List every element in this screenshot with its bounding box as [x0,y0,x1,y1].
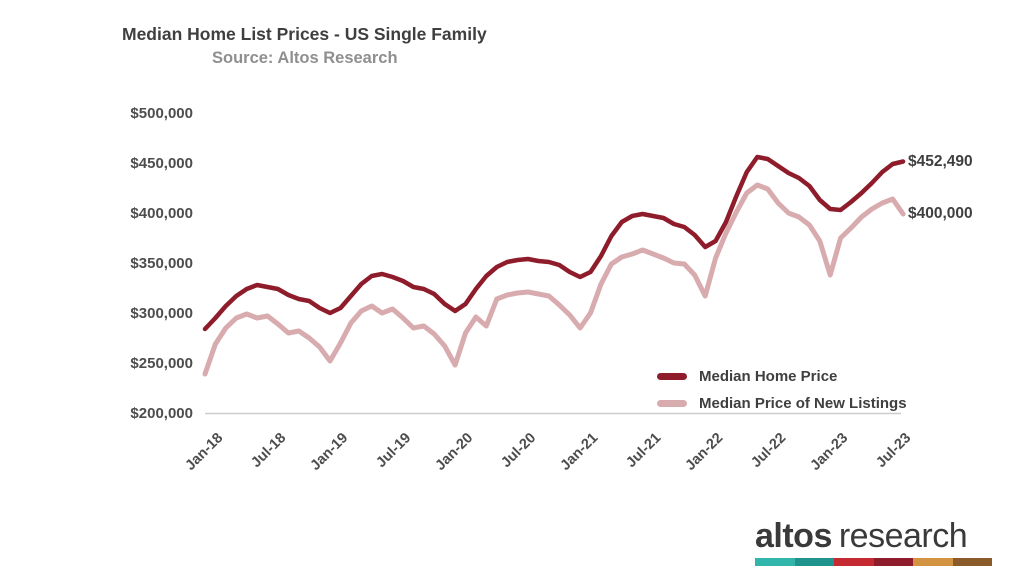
end-label-home-price: $452,490 [908,152,973,170]
y-axis-label: $200,000 [130,405,193,422]
y-axis-label: $400,000 [130,205,193,222]
logo-bar-segment [755,558,795,566]
y-axis-label: $500,000 [130,105,193,122]
legend-label: Median Price of New Listings [699,395,907,412]
page-subtitle: Source: Altos Research [212,49,398,67]
y-axis-label: $250,000 [130,355,193,372]
altos-research-logo: altos research [755,518,992,566]
end-label-new-listings: $400,000 [908,205,973,222]
y-axis-label: $300,000 [130,305,193,322]
new-listings-line [202,182,906,377]
logo-text-bold: altos [755,517,832,555]
logo-text: altos research [755,518,992,554]
legend: Median Home Price Median Price of New Li… [657,363,907,417]
legend-item: Median Home Price [657,363,907,390]
logo-color-bar [755,558,992,566]
legend-swatch-new-listings [657,400,687,407]
logo-bar-segment [794,558,834,566]
series-group [202,154,906,377]
y-axis-label: $450,000 [130,155,193,172]
y-axis-label: $350,000 [130,255,193,272]
logo-text-light: research [838,517,968,555]
legend-swatch-home-price [657,373,687,380]
logo-bar-segment [952,558,992,566]
median-home-price-line [202,154,906,332]
logo-bar-segment [913,558,953,566]
page-title: Median Home List Prices - US Single Fami… [122,24,487,44]
legend-label: Median Home Price [699,368,838,385]
legend-item: Median Price of New Listings [657,390,907,417]
logo-bar-segment [834,558,874,566]
logo-bar-segment [873,558,913,566]
